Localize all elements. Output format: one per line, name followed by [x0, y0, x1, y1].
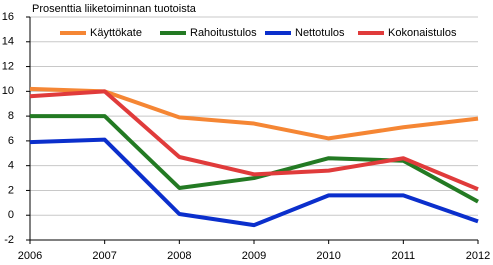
legend-label: Nettotulos	[295, 27, 345, 39]
y-tick-label: -2	[4, 234, 14, 246]
legend-label: Käyttökate	[90, 27, 142, 39]
x-tick-label: 2012	[466, 250, 490, 262]
legend-label: Kokonaistulos	[388, 27, 457, 39]
series-line	[29, 89, 479, 192]
y-tick-label: 8	[8, 110, 14, 122]
x-tick-label: 2006	[18, 250, 42, 262]
y-tick-label: 10	[2, 85, 14, 97]
series-line	[30, 114, 479, 204]
y-tick-label: 16	[2, 11, 14, 23]
y-tick-label: 6	[8, 135, 14, 147]
legend-label: Rahoitustulos	[190, 27, 257, 39]
x-tick-label: 2010	[316, 250, 340, 262]
y-tick-label: 12	[2, 60, 14, 72]
x-tick-label: 2009	[242, 250, 266, 262]
x-tick-label: 2007	[92, 250, 116, 262]
y-tick-label: 2	[8, 184, 14, 196]
series-line	[29, 137, 479, 228]
chart-title: Prosenttia liiketoiminnan tuotoista	[32, 3, 197, 15]
y-tick-label: 4	[8, 160, 14, 172]
x-tick-label: 2008	[167, 250, 191, 262]
y-tick-label: 0	[8, 209, 14, 221]
series-line	[29, 86, 479, 141]
x-tick-label: 2011	[392, 250, 416, 262]
y-tick-label: 14	[2, 36, 14, 48]
